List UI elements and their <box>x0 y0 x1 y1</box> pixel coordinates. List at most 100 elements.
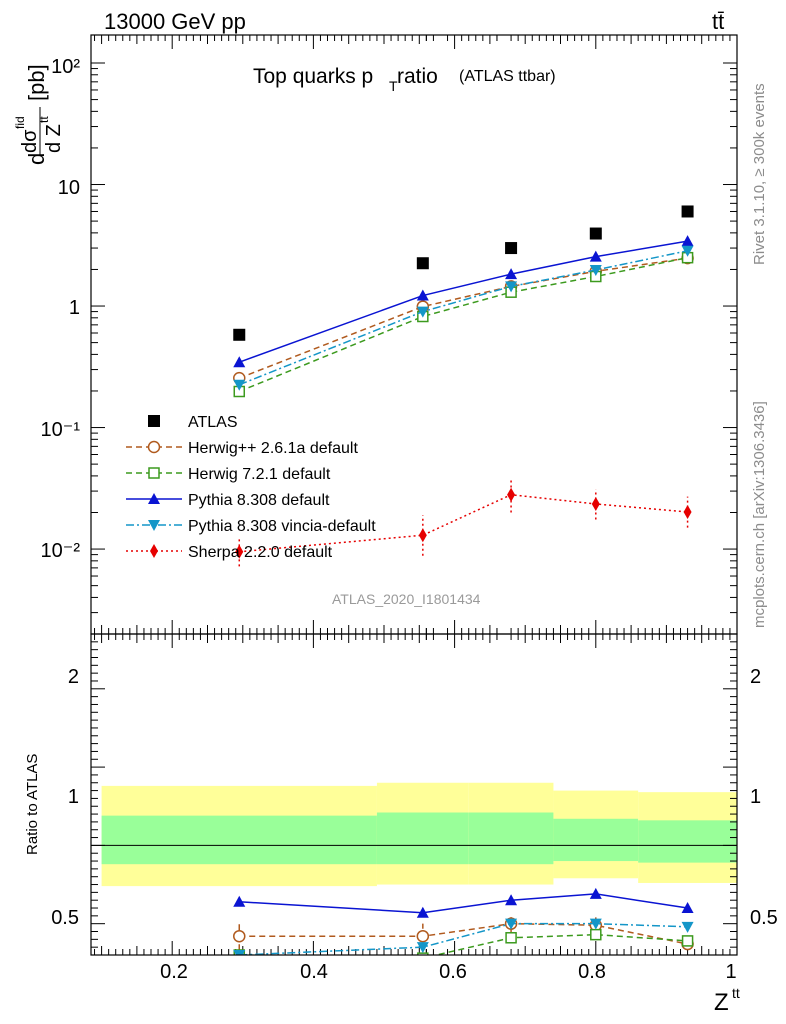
legend-label: Sherpa 2.2.0 default <box>188 544 333 561</box>
ratio-tick-label-2: 2 <box>68 666 79 688</box>
x-axis-label-sup: tt <box>732 985 740 1001</box>
data-point <box>507 487 516 502</box>
y-label-tt: tt <box>37 116 51 123</box>
main-series-5 <box>235 480 692 567</box>
main-series-2 <box>233 251 694 398</box>
data-point <box>235 544 244 559</box>
data-point <box>505 268 518 280</box>
main-series-3 <box>233 235 694 368</box>
title-small: (ATLAS ttbar) <box>459 68 556 85</box>
data-point <box>683 504 692 519</box>
ratio-series-3 <box>233 887 694 918</box>
legend-entry-2: Herwig 7.2.1 default <box>126 466 331 483</box>
data-point <box>505 242 518 255</box>
main-series-1 <box>233 251 694 385</box>
mcplots-label: mcplots.cern.ch [arXiv:1306.3436] <box>751 401 768 628</box>
y-label-denominator: d Z <box>43 124 65 153</box>
y-label-d: d <box>24 153 49 165</box>
legend-label: Herwig 7.2.1 default <box>188 466 331 483</box>
legend-entry-1: Herwig++ 2.6.1a default <box>126 440 358 457</box>
main-y-tick-labels: 10² 10 1 10⁻¹ 10⁻² <box>41 56 81 562</box>
x-axis-label: Z <box>714 989 729 1016</box>
legend: ATLAS Herwig++ 2.6.1a default Herwig 7.2.1… <box>126 414 376 561</box>
y-tick-label-10: 10 <box>58 177 80 199</box>
y-label-dsigma: dσ <box>19 129 41 153</box>
y-tick-label-0.01: 10⁻² <box>41 540 81 562</box>
ratio-y-axis-label: Ratio to ATLAS <box>24 754 41 855</box>
data-point <box>681 205 694 218</box>
band-inner-4 <box>638 820 737 863</box>
ratio-series-1 <box>233 914 694 951</box>
title-subscript: T <box>389 78 398 94</box>
legend-marker <box>148 493 160 504</box>
ratio-uncertainty-band <box>91 782 737 887</box>
ratio-point <box>589 918 602 930</box>
ratio-series-4 <box>233 918 694 955</box>
y-tick-label-100: 10² <box>51 56 80 78</box>
ratio-point <box>681 935 694 947</box>
data-point <box>416 306 429 318</box>
legend-entry-4: Pythia 8.308 vincia-default <box>126 518 376 535</box>
data-point <box>233 328 246 341</box>
y-tick-label-0.1: 10⁻¹ <box>41 419 81 441</box>
ratio-point <box>590 928 602 941</box>
data-point <box>233 356 246 368</box>
legend-marker <box>148 467 160 479</box>
band-inner-2 <box>468 812 554 865</box>
x-tick-label-0.8: 0.8 <box>578 961 606 983</box>
legend-marker <box>147 440 161 454</box>
main-series-4 <box>233 245 694 391</box>
ratio-tick-label-right-2: 2 <box>750 666 761 688</box>
data-point <box>233 379 246 391</box>
main-series-0 <box>233 205 694 341</box>
ratio-point <box>681 921 694 933</box>
data-point <box>589 227 602 240</box>
series-line-2 <box>238 256 688 393</box>
y-label-unit: [pb] <box>24 64 49 101</box>
series-line-1 <box>238 257 688 379</box>
data-point <box>416 257 429 270</box>
energy-label: 13000 GeV pp <box>104 9 246 34</box>
ratio-point <box>233 895 246 907</box>
ratio-point <box>589 887 602 899</box>
ratio-tick-label-1: 1 <box>68 786 79 808</box>
band-inner-0 <box>101 815 377 865</box>
legend-entry-5: Sherpa 2.2.0 default <box>126 544 333 561</box>
data-point <box>418 528 427 543</box>
ratio-series-2 <box>233 928 694 955</box>
ratio-point <box>416 929 430 943</box>
ratio-point <box>416 942 429 954</box>
ratio-point <box>233 950 246 955</box>
ratio-point <box>233 929 246 943</box>
title-tail: ratio <box>397 65 438 88</box>
legend-entry-3: Pythia 8.308 default <box>126 492 330 509</box>
x-tick-label-1: 1 <box>725 961 736 983</box>
legend-marker <box>148 415 160 427</box>
analysis-watermark: ATLAS_2020_I1801434 <box>332 591 481 607</box>
ratio-point <box>505 918 518 930</box>
legend-label: Herwig++ 2.6.1a default <box>188 440 358 457</box>
legend-marker <box>148 520 160 531</box>
rivet-version-label: Rivet 3.1.10, ≥ 300k events <box>751 83 768 265</box>
ratio-line-3 <box>239 893 688 914</box>
main-axis-ticks <box>91 35 738 955</box>
ratio-point <box>416 906 429 918</box>
band-inner-3 <box>553 818 639 862</box>
legend-label: Pythia 8.308 default <box>188 492 330 509</box>
ratio-series-layer <box>233 887 694 955</box>
ratio-y-tick-labels: 2 1 0.5 2 1 0.5 <box>51 666 778 929</box>
legend-label: ATLAS <box>188 414 238 431</box>
data-point <box>591 496 600 511</box>
x-tick-label-0.2: 0.2 <box>160 961 188 983</box>
ratio-point <box>505 894 518 906</box>
band-inner-1 <box>376 812 469 865</box>
data-point <box>681 235 694 247</box>
x-tick-label-0.4: 0.4 <box>300 961 328 983</box>
plot-title: Top quarks p T ratio (ATLAS ttbar) <box>253 65 556 94</box>
ratio-line-1 <box>239 922 688 945</box>
data-point <box>589 250 602 262</box>
title-main: Top quarks p <box>253 65 373 88</box>
ratio-tick-label-0.5: 0.5 <box>51 907 79 929</box>
ratio-point <box>505 932 517 944</box>
